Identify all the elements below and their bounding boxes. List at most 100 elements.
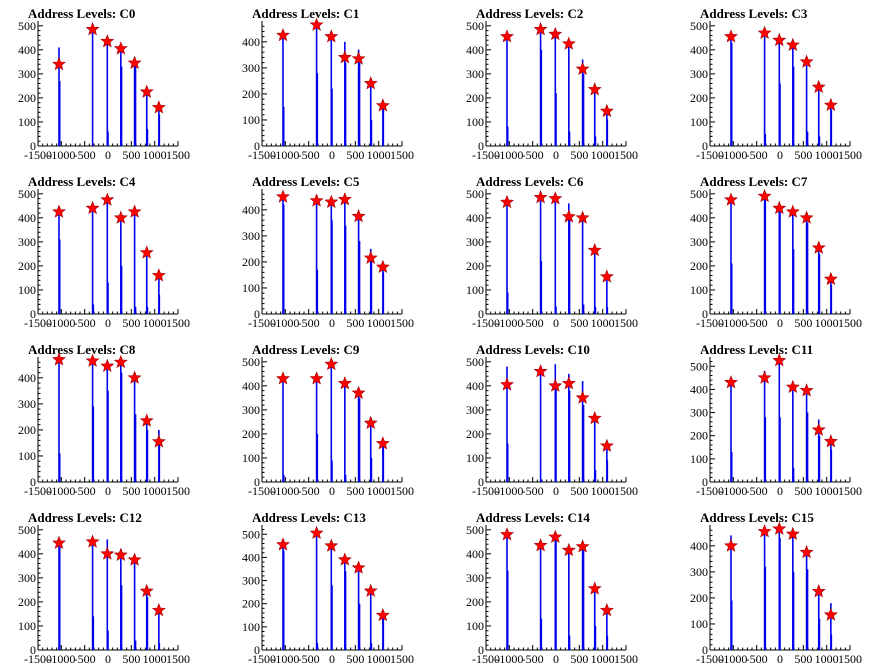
y-tick-label: 200 — [242, 255, 260, 269]
peak-marker — [772, 521, 787, 535]
x-tick-label: 0 — [553, 148, 559, 162]
y-tick-label: 0 — [478, 643, 484, 657]
x-tick-label: -500 — [74, 148, 96, 162]
y-tick-label: 100 — [690, 283, 708, 297]
peak-marker — [324, 194, 339, 208]
peak-marker — [599, 103, 614, 118]
peak-marker — [772, 32, 787, 47]
x-tick-label: -1000 — [47, 652, 75, 666]
x-tick-label: -1500 — [472, 148, 500, 162]
x-tick-label: 1500 — [390, 148, 414, 162]
x-tick-label: 500 — [122, 484, 140, 498]
peak-marker — [599, 438, 614, 452]
peak-marker — [811, 79, 826, 94]
x-tick-label: 1500 — [614, 316, 638, 330]
x-tick-label: -500 — [522, 148, 544, 162]
x-tick-label: 1500 — [166, 148, 190, 162]
peak-marker — [587, 581, 602, 595]
y-tick-label: 500 — [18, 19, 36, 33]
peak-marker — [337, 376, 352, 390]
x-tick-label: 1000 — [367, 484, 391, 498]
y-tick-label: 400 — [466, 379, 484, 393]
peak-marker — [785, 204, 800, 218]
y-tick-label: 300 — [466, 235, 484, 249]
chart-title: Address Levels: C1 — [252, 6, 359, 21]
chart-panel: Address Levels: C00100200300400500-1500-… — [18, 6, 190, 162]
peak-marker — [757, 188, 772, 203]
y-tick-label: 200 — [18, 595, 36, 609]
peak-marker — [823, 271, 838, 286]
x-tick-label: 500 — [122, 148, 140, 162]
peak-marker — [561, 542, 576, 557]
x-tick-label: 500 — [122, 652, 140, 666]
y-tick-label: 400 — [18, 371, 36, 385]
peak-marker — [799, 54, 814, 68]
y-tick-label: 500 — [466, 523, 484, 537]
peak-marker — [375, 607, 390, 622]
y-tick-label: 300 — [242, 61, 260, 75]
x-tick-label: 1000 — [815, 484, 839, 498]
x-tick-label: -1000 — [719, 148, 747, 162]
peak-marker — [351, 209, 366, 223]
y-tick-label: 300 — [466, 571, 484, 585]
x-tick-label: -1500 — [696, 316, 724, 330]
y-tick-label: 200 — [242, 597, 260, 611]
peak-marker — [52, 56, 66, 71]
peak-marker — [363, 250, 378, 264]
x-tick-label: 1500 — [166, 316, 190, 330]
y-tick-label: 300 — [690, 67, 708, 81]
x-tick-label: 1500 — [166, 652, 190, 666]
chart-panel: Address Levels: C30100200300400500-1500-… — [690, 6, 862, 162]
peak-marker — [785, 379, 800, 394]
peak-marker — [548, 191, 563, 205]
peak-marker — [151, 268, 166, 282]
chart-title: Address Levels: C6 — [476, 174, 584, 189]
y-tick-label: 100 — [242, 620, 260, 634]
x-tick-label: -1500 — [24, 484, 52, 498]
y-tick-label: 0 — [702, 139, 708, 153]
x-tick-label: -500 — [746, 316, 768, 330]
y-tick-label: 400 — [18, 211, 36, 225]
y-tick-label: 200 — [18, 259, 36, 273]
peak-marker — [337, 50, 352, 64]
peak-marker — [139, 413, 154, 427]
peak-marker — [52, 204, 66, 218]
chart-panel: Address Levels: C15 0 100 200 300 400 -1500-10… — [690, 510, 862, 666]
y-tick-label: 200 — [18, 91, 36, 105]
x-tick-label: 1500 — [390, 316, 414, 330]
peak-marker — [757, 25, 772, 39]
peak-marker — [363, 583, 378, 597]
x-tick-label: 500 — [794, 316, 812, 330]
y-tick-label: 0 — [30, 475, 36, 489]
x-tick-label: 1500 — [838, 148, 862, 162]
x-tick-label: -1000 — [47, 148, 75, 162]
peak-marker — [324, 29, 339, 43]
x-tick-label: 0 — [777, 484, 783, 498]
y-tick-label: 300 — [18, 397, 36, 411]
peak-marker — [724, 192, 738, 206]
chart-title: Address Levels: C9 — [252, 342, 360, 357]
x-tick-label: -1500 — [248, 484, 276, 498]
peak-marker — [127, 552, 142, 566]
peak-marker — [561, 36, 576, 50]
chart-panel: Address Levels: C13 0 100 200 300 400 500 -1500… — [242, 510, 414, 666]
x-tick-label: -500 — [74, 316, 96, 330]
peak-marker — [151, 603, 166, 617]
peak-marker — [724, 375, 738, 389]
y-tick-label: 0 — [702, 475, 708, 489]
chart-panel: Address Levels: C60100200300400500-1500-… — [466, 174, 638, 330]
y-tick-label: 400 — [690, 382, 708, 396]
x-tick-label: -1000 — [271, 316, 299, 330]
y-tick-label: 300 — [18, 571, 36, 585]
x-tick-label: -1000 — [495, 316, 523, 330]
chart-title: Address Levels: C11 — [700, 342, 813, 357]
chart-title: Address Levels: C4 — [28, 174, 136, 189]
y-tick-label: 400 — [18, 43, 36, 57]
y-tick-label: 500 — [466, 19, 484, 33]
x-tick-label: 1500 — [166, 484, 190, 498]
x-tick-label: -500 — [298, 484, 320, 498]
chart-title: Address Levels: C14 — [476, 510, 590, 525]
y-tick-label: 300 — [690, 406, 708, 420]
x-tick-label: 1000 — [591, 148, 615, 162]
chart-title: Address Levels: C10 — [476, 342, 590, 357]
